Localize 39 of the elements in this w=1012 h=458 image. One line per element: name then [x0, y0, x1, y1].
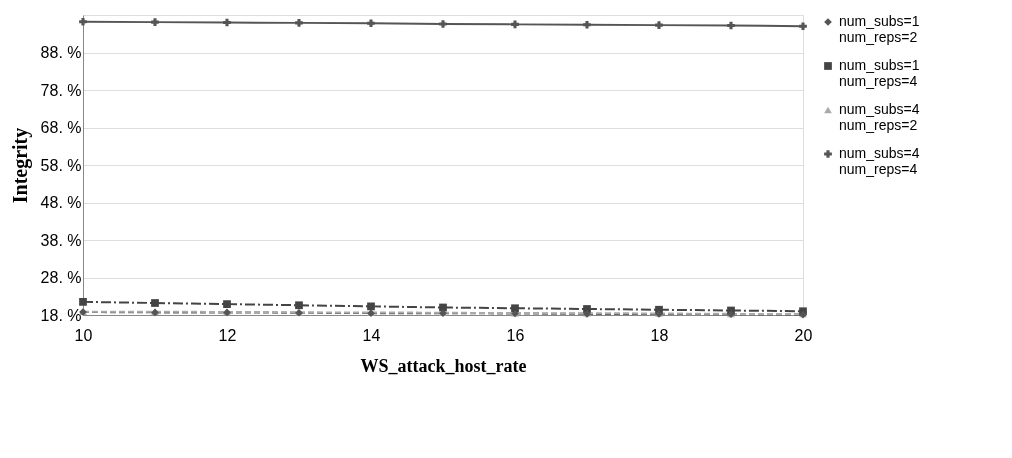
legend-label: num_subs=1 num_reps=2 [839, 13, 920, 45]
y-tick-label: 38. % [40, 231, 82, 249]
point [439, 303, 447, 312]
y-tick-label: 68. % [40, 119, 82, 136]
point [367, 302, 375, 311]
point [79, 17, 87, 26]
x-tick-label: 16 [506, 326, 525, 344]
point [655, 21, 663, 29]
y-tick-label: 48. % [40, 194, 82, 211]
x-tick-label: 18 [650, 326, 669, 344]
y-tick-label: 78. % [40, 81, 82, 99]
y-axis-title: Integrity [8, 127, 32, 204]
point [367, 19, 375, 28]
x-tick-label: 10 [74, 326, 93, 344]
point [727, 21, 735, 30]
point [151, 18, 159, 26]
y-tick-label: 28. % [40, 269, 82, 286]
y-tick-label: 18. % [40, 306, 82, 324]
legend-label: num_subs=4 num_reps=4 [839, 145, 920, 177]
point [79, 298, 87, 306]
x-axis-title: WS_attack_host_rate [360, 355, 527, 376]
x-tick-label: 12 [218, 326, 237, 344]
point [151, 299, 159, 307]
point [295, 19, 303, 27]
point [583, 20, 591, 29]
point [223, 18, 231, 27]
x-tick-label: 20 [794, 326, 813, 344]
point [295, 301, 303, 310]
y-tick-label: 88. % [40, 44, 82, 61]
point [583, 305, 591, 313]
x-tick-label: 14 [362, 326, 381, 344]
y-tick-label: 58. % [40, 156, 82, 174]
point [511, 304, 519, 313]
point [799, 22, 807, 31]
point [439, 20, 447, 28]
legend-label: num_subs=4 num_reps=2 [839, 101, 920, 133]
point [223, 300, 231, 308]
legend-label: num_subs=1 num_reps=4 [839, 57, 920, 89]
point [511, 20, 519, 29]
